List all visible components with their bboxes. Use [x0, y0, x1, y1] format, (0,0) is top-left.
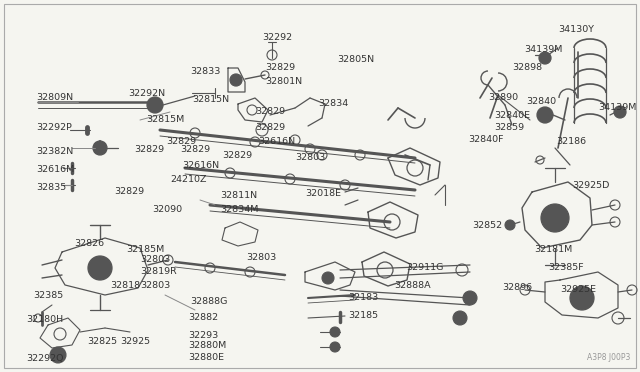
Text: 32829: 32829 [255, 124, 285, 132]
Text: 32829: 32829 [166, 138, 196, 147]
Circle shape [147, 97, 163, 113]
Circle shape [539, 52, 551, 64]
Circle shape [230, 74, 242, 86]
Circle shape [614, 106, 626, 118]
Circle shape [505, 220, 515, 230]
Text: 32815M: 32815M [146, 115, 184, 125]
Text: 32834: 32834 [318, 99, 348, 109]
Text: 32829: 32829 [255, 108, 285, 116]
Text: 32834M: 32834M [220, 205, 259, 215]
Circle shape [463, 291, 477, 305]
Text: 32385F: 32385F [548, 263, 584, 273]
Text: 32181M: 32181M [534, 246, 572, 254]
Text: 32925D: 32925D [572, 180, 609, 189]
Text: 32829: 32829 [114, 187, 144, 196]
Text: 32382N: 32382N [36, 148, 73, 157]
Text: 32825: 32825 [87, 337, 117, 346]
Text: 34139M: 34139M [598, 103, 636, 112]
Text: 32829: 32829 [222, 151, 252, 160]
Text: 32818: 32818 [110, 280, 140, 289]
Text: 32925: 32925 [120, 337, 150, 346]
Circle shape [453, 311, 467, 325]
Circle shape [541, 204, 569, 232]
Circle shape [88, 256, 112, 280]
Text: 32925E: 32925E [560, 285, 596, 295]
Text: 32185: 32185 [348, 311, 378, 320]
Text: 32292N: 32292N [128, 90, 165, 99]
Text: 34139M: 34139M [524, 45, 563, 55]
Text: 32292: 32292 [262, 33, 292, 42]
Text: 32292P: 32292P [36, 124, 72, 132]
Text: 32840: 32840 [526, 97, 556, 106]
Text: 32180H: 32180H [26, 315, 63, 324]
Text: 32385: 32385 [33, 291, 63, 299]
Text: 32815N: 32815N [192, 96, 229, 105]
Text: 32833: 32833 [190, 67, 220, 77]
Text: 32859: 32859 [494, 124, 524, 132]
Text: 32880M: 32880M [188, 340, 227, 350]
Text: 32829: 32829 [180, 145, 210, 154]
Text: 32829: 32829 [134, 145, 164, 154]
Circle shape [549, 212, 561, 224]
Text: 32803: 32803 [140, 280, 170, 289]
Text: 32186: 32186 [556, 138, 586, 147]
Text: 32803: 32803 [295, 154, 325, 163]
Text: 32616M: 32616M [36, 166, 74, 174]
Text: 32185M: 32185M [126, 246, 164, 254]
Text: 32616N: 32616N [182, 160, 219, 170]
Text: 32292Q: 32292Q [26, 353, 63, 362]
Text: 32809N: 32809N [36, 93, 73, 103]
Text: 32888A: 32888A [394, 280, 431, 289]
Text: 32911G: 32911G [406, 263, 444, 273]
Text: 32880E: 32880E [188, 353, 224, 362]
Circle shape [570, 286, 594, 310]
Text: 32840E: 32840E [494, 110, 530, 119]
Circle shape [330, 342, 340, 352]
Circle shape [50, 347, 66, 363]
Circle shape [93, 141, 107, 155]
Text: 32898: 32898 [512, 64, 542, 73]
Text: 32018E: 32018E [305, 189, 341, 199]
Text: 32801N: 32801N [265, 77, 302, 87]
Text: 32811N: 32811N [220, 190, 257, 199]
Text: 32835: 32835 [36, 183, 67, 192]
Circle shape [537, 107, 553, 123]
Text: 32890: 32890 [488, 93, 518, 103]
Text: 32852: 32852 [472, 221, 502, 230]
Text: 32803: 32803 [246, 253, 276, 263]
Circle shape [330, 327, 340, 337]
Circle shape [577, 293, 587, 303]
Text: 24210Z: 24210Z [170, 176, 207, 185]
Text: 32896: 32896 [502, 283, 532, 292]
Text: 32803: 32803 [140, 256, 170, 264]
Text: 32829: 32829 [265, 64, 295, 73]
Text: A3P8 J00P3: A3P8 J00P3 [587, 353, 630, 362]
Text: 32616N: 32616N [258, 138, 295, 147]
Text: 32805N: 32805N [337, 55, 374, 64]
Text: 34130Y: 34130Y [558, 26, 594, 35]
Text: 32826: 32826 [74, 240, 104, 248]
Text: 32840F: 32840F [468, 135, 504, 144]
Text: 32888G: 32888G [190, 298, 227, 307]
Text: 32819R: 32819R [140, 267, 177, 276]
Text: 32882: 32882 [188, 314, 218, 323]
Text: 32183: 32183 [348, 294, 378, 302]
Circle shape [322, 272, 334, 284]
Text: 32090: 32090 [152, 205, 182, 215]
Circle shape [94, 262, 106, 274]
Text: 32293: 32293 [188, 330, 218, 340]
